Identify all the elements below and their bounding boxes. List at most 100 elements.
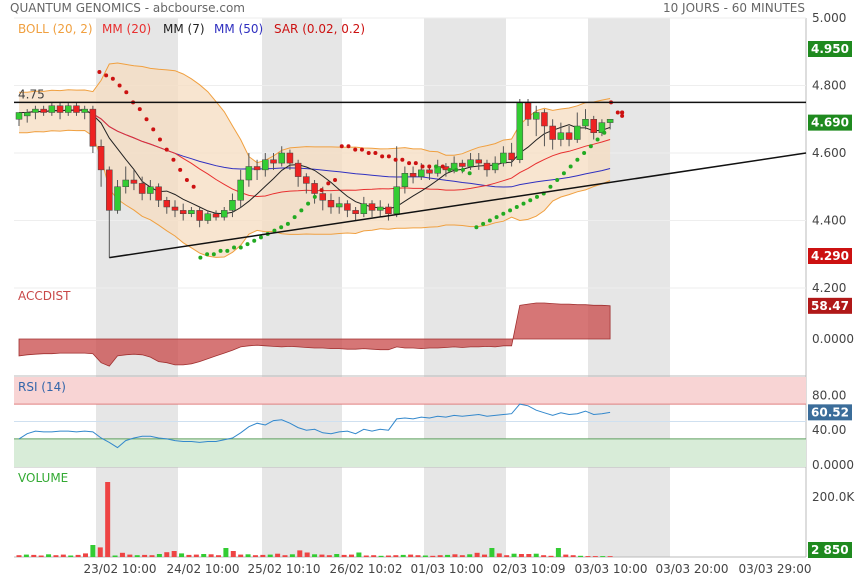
- candle: [574, 125, 581, 140]
- sar-dot: [501, 211, 506, 216]
- volume-bar: [341, 554, 347, 557]
- price-last-tag-bg: [808, 114, 852, 131]
- volume-bar: [208, 554, 214, 557]
- candle: [262, 159, 269, 171]
- volume-bar: [97, 547, 103, 557]
- price-y-tick: 4.600: [812, 146, 846, 160]
- volume-bar: [112, 555, 118, 557]
- volume-bar: [600, 556, 606, 557]
- sar-dot: [232, 245, 237, 250]
- sar-dot: [333, 178, 338, 182]
- volume-bar: [53, 555, 59, 557]
- candle: [385, 206, 392, 214]
- sar-dot: [454, 167, 459, 172]
- volume-bar: [312, 554, 318, 557]
- candle: [524, 102, 532, 120]
- volume-bar: [179, 553, 185, 557]
- candle: [344, 203, 351, 211]
- volume-bar: [127, 554, 133, 557]
- rsi-last-tag: 60.52: [811, 405, 849, 419]
- candle: [73, 105, 80, 113]
- candle: [221, 210, 228, 218]
- candle: [565, 132, 573, 140]
- sar-dot: [602, 130, 607, 135]
- price-y-tick: 5.000: [812, 11, 846, 25]
- candle: [204, 213, 212, 221]
- x-axis-label: 25/02 10:10: [248, 562, 321, 576]
- sar-dot: [117, 83, 122, 88]
- volume-bar: [326, 555, 332, 557]
- sar-dot: [299, 208, 304, 213]
- rsi-line: [18, 403, 611, 449]
- volume-bar: [134, 555, 140, 557]
- sar-dot: [568, 164, 573, 169]
- sar-dot: [534, 194, 539, 199]
- price-low-tag: 4.290: [811, 249, 849, 263]
- volume-bar: [223, 548, 229, 557]
- volume-bar: [38, 555, 44, 557]
- candle: [327, 200, 335, 208]
- volume-bar: [563, 554, 569, 557]
- sar-dot: [326, 181, 331, 186]
- sar-dot: [407, 161, 412, 166]
- candle: [335, 203, 343, 208]
- sar-dot: [144, 117, 149, 122]
- candle: [253, 166, 261, 171]
- candle: [311, 183, 318, 194]
- sar-dot: [306, 201, 311, 206]
- candle: [65, 105, 72, 113]
- sar-dot: [171, 157, 176, 162]
- volume-bar: [142, 554, 148, 557]
- volume-bar: [319, 554, 325, 557]
- volume-bar: [201, 554, 207, 557]
- sar-dot: [548, 184, 553, 189]
- candle: [179, 210, 187, 214]
- volume-bar: [149, 555, 155, 557]
- rsi-y-tick: 80.00: [812, 388, 846, 402]
- candle: [138, 183, 146, 194]
- sar-dot: [514, 205, 519, 209]
- sar-dot: [434, 164, 439, 169]
- volume-bar: [437, 555, 443, 557]
- resistance-annotation: 4.75: [18, 87, 45, 101]
- candle: [89, 108, 97, 147]
- accdist-last-tag: 58.47: [811, 299, 849, 313]
- sar-dot: [191, 184, 196, 189]
- candle: [15, 112, 23, 120]
- volume-bar: [193, 554, 199, 557]
- volume-last-tag: 2 850: [811, 543, 849, 557]
- x-axis-label: 24/02 10:00: [167, 562, 240, 576]
- legend-item-mm50: MM (50): [214, 22, 263, 36]
- x-axis-label: 03/03 29:00: [739, 562, 812, 576]
- volume-bar: [363, 555, 369, 557]
- candle: [549, 125, 556, 140]
- volume-bar: [83, 553, 89, 557]
- sar-dot: [582, 151, 587, 155]
- candle: [163, 200, 171, 208]
- candle: [114, 186, 121, 211]
- sar-dot: [413, 161, 418, 166]
- sar-dot: [494, 215, 499, 220]
- volume-bar: [230, 551, 236, 557]
- sar-dot: [198, 255, 203, 260]
- accdist-area: [18, 302, 611, 367]
- volume-bar: [408, 554, 414, 557]
- candle: [106, 169, 113, 211]
- sar-dot: [521, 201, 526, 206]
- price-y-tick: 4.400: [812, 214, 846, 228]
- sar-dot: [258, 235, 263, 240]
- chart-title: QUANTUM GENOMICS - abcbourse.com: [10, 1, 245, 15]
- volume-bar: [385, 555, 391, 557]
- volume-bar: [46, 554, 52, 557]
- x-axis-label: 01/03 10:00: [411, 562, 484, 576]
- candle: [23, 112, 31, 117]
- sar-dot: [595, 137, 600, 142]
- sar-dot: [440, 164, 445, 169]
- accdist-zero-tick: 0.0000: [812, 332, 854, 346]
- legend-item-mm20: MM (20): [102, 22, 151, 36]
- candle: [516, 102, 524, 160]
- volume-bar: [541, 555, 547, 557]
- sar-dot: [373, 151, 378, 155]
- volume-bar: [90, 545, 96, 557]
